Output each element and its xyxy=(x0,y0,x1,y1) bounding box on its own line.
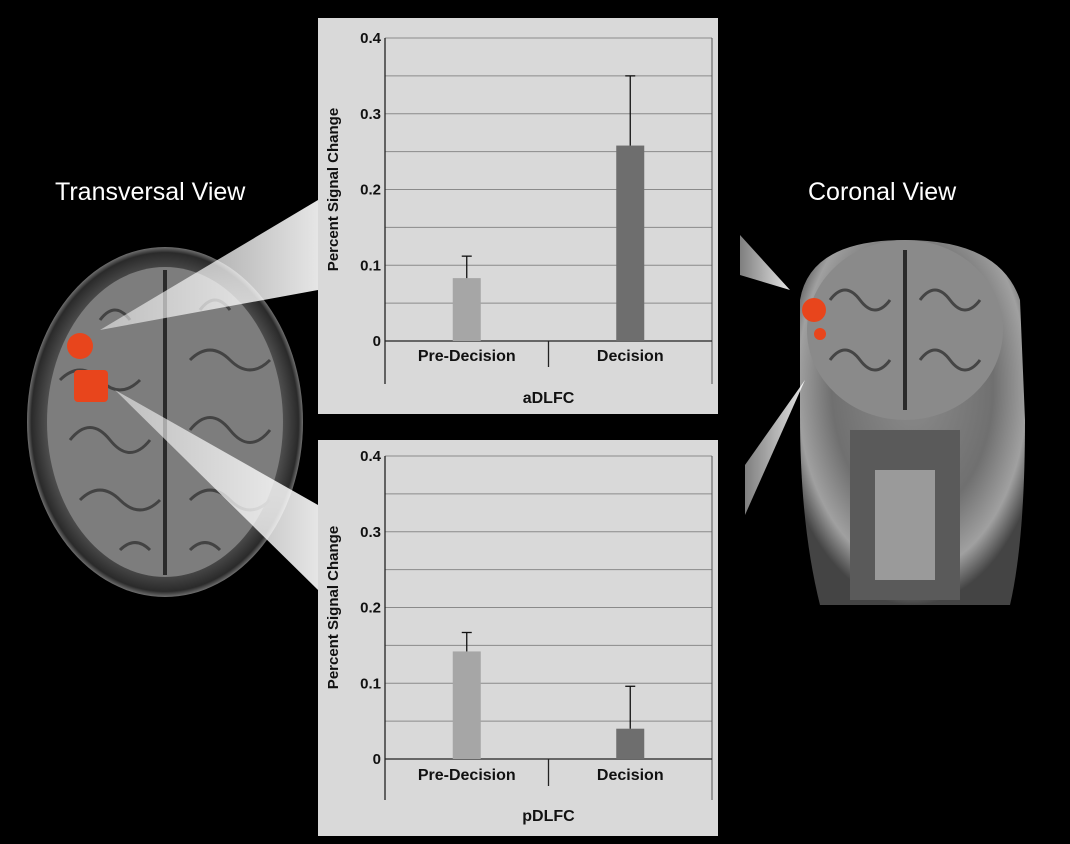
coronal-brain-image xyxy=(800,240,1025,605)
callout-beam-left-top xyxy=(100,200,318,330)
category-label: Pre-Decision xyxy=(418,767,516,784)
y-axis-title: Percent Signal Change xyxy=(325,526,342,689)
callout-beam-left-bottom xyxy=(115,390,318,590)
bar-pre-decision xyxy=(452,278,481,341)
x-axis-group-label: pDLFC xyxy=(522,808,575,825)
bar-pre-decision xyxy=(452,651,481,759)
y-tick-label: 0.2 xyxy=(360,182,381,199)
coronal-view-label: Coronal View xyxy=(808,178,957,206)
category-label: Decision xyxy=(597,767,664,784)
y-tick-label: 0.4 xyxy=(360,448,382,465)
bar-decision xyxy=(616,145,645,341)
activation-blob-anterior xyxy=(67,333,93,359)
transversal-view-label: Transversal View xyxy=(55,178,246,206)
adlfc-chart: 0 0.1 0.2 0.3 0.4 Percent Signal Change Pre-De… xyxy=(318,18,718,414)
y-tick-label: 0 xyxy=(373,751,381,768)
y-tick-label: 0.3 xyxy=(360,524,381,541)
category-label: Decision xyxy=(597,348,664,365)
y-axis-title: Percent Signal Change xyxy=(325,108,342,271)
y-tick-label: 0.4 xyxy=(360,30,382,47)
x-axis-group-label: aDLFC xyxy=(523,390,575,407)
callout-beam-right-top xyxy=(740,235,790,290)
activation-blob-coronal-upper xyxy=(802,298,826,322)
bar-decision xyxy=(616,728,645,759)
y-tick-label: 0 xyxy=(373,333,381,350)
y-tick-label: 0.1 xyxy=(360,257,381,274)
y-tick-label: 0.3 xyxy=(360,106,381,123)
activation-blob-posterior xyxy=(74,370,108,402)
callout-beam-right-bottom xyxy=(745,380,805,515)
category-label: Pre-Decision xyxy=(418,348,516,365)
activation-blob-coronal-lower xyxy=(814,328,826,340)
y-tick-label: 0.1 xyxy=(360,675,381,692)
pdlfc-chart: 0 0.1 0.2 0.3 0.4 Percent Signal Change Pre-De… xyxy=(318,440,718,836)
panel-separator xyxy=(318,414,718,440)
y-tick-label: 0.2 xyxy=(360,600,381,617)
